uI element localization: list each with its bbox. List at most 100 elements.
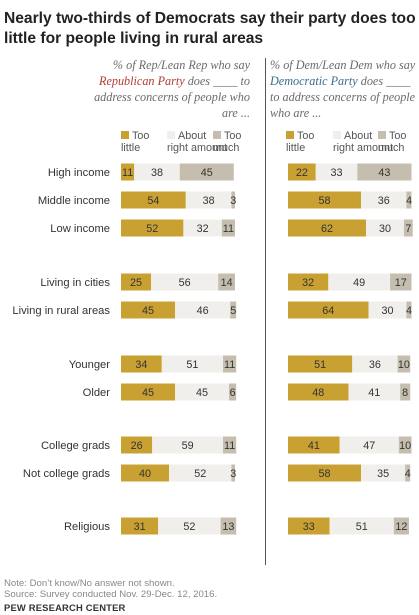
category-label: Living in rural areas bbox=[12, 305, 110, 317]
legend-label: Too much bbox=[213, 130, 242, 154]
category-label: Younger bbox=[69, 359, 111, 371]
data-label: 45 bbox=[201, 167, 213, 179]
bar-segment bbox=[288, 436, 340, 454]
left-panel-subtitle: % of Rep/Lean Rep who say Republican Par… bbox=[90, 57, 250, 121]
data-label: 36 bbox=[369, 359, 381, 371]
data-label: 41 bbox=[368, 387, 380, 399]
legend-about-right-left: About right amount bbox=[167, 130, 229, 154]
legend-swatch-too-much bbox=[378, 131, 386, 139]
bar-segment bbox=[179, 163, 234, 181]
bar-segment bbox=[357, 163, 412, 181]
right-panel-subtitle: % of Dem/Lean Dem who say Democratic Par… bbox=[270, 57, 418, 121]
bar-segment bbox=[288, 273, 329, 291]
data-label: 35 bbox=[377, 468, 389, 480]
bar-segment bbox=[121, 219, 184, 237]
bar-segment bbox=[288, 301, 369, 319]
legend-swatch-too-much bbox=[213, 131, 221, 139]
data-label: 46 bbox=[197, 305, 209, 317]
data-label: 11 bbox=[122, 167, 133, 179]
bar-segment bbox=[328, 273, 391, 291]
footnote: Note: Don’t know/No answer not shown. bbox=[4, 578, 175, 589]
data-label: 11 bbox=[224, 440, 235, 452]
chart-title: Nearly two-thirds of Democrats say their… bbox=[4, 10, 416, 47]
bar-segment bbox=[288, 517, 330, 535]
category-label: Low income bbox=[50, 223, 110, 235]
bar-segment bbox=[158, 517, 221, 535]
legend-about-right-right: About right amount bbox=[333, 130, 395, 154]
data-label: 34 bbox=[135, 359, 147, 371]
legend-label: Too little bbox=[121, 130, 150, 154]
bar-segment bbox=[121, 383, 175, 401]
left-subtitle-end: does ____ to address concerns of people … bbox=[94, 74, 250, 120]
republican-party-label: Republican Party bbox=[99, 74, 185, 88]
data-label: 45 bbox=[142, 387, 154, 399]
data-label: 10 bbox=[399, 440, 411, 452]
bar-segment bbox=[288, 464, 362, 482]
data-label: 13 bbox=[222, 521, 234, 533]
left-subtitle-start: % of Rep/Lean Rep who say bbox=[112, 58, 250, 72]
data-label: 51 bbox=[186, 359, 198, 371]
data-label: 49 bbox=[353, 277, 365, 289]
data-label: 33 bbox=[331, 167, 343, 179]
data-label: 22 bbox=[296, 167, 308, 179]
data-label: 43 bbox=[378, 167, 390, 179]
legend-too-little-left: Too little bbox=[121, 130, 165, 154]
data-label: 26 bbox=[131, 440, 143, 452]
category-label: Middle income bbox=[38, 195, 110, 207]
data-label: 51 bbox=[314, 359, 326, 371]
legend-too-much-left: Too much bbox=[213, 130, 253, 154]
bar-segment bbox=[288, 355, 353, 373]
data-label: 59 bbox=[182, 440, 194, 452]
data-label: 38 bbox=[151, 167, 163, 179]
bar-segment bbox=[161, 355, 223, 373]
data-label: 36 bbox=[378, 195, 390, 207]
data-label: 3 bbox=[230, 195, 236, 207]
bar-segment bbox=[339, 436, 399, 454]
democratic-party-label: Democratic Party bbox=[270, 74, 358, 88]
bar-segment bbox=[152, 436, 223, 454]
legend-too-little-right: Too little bbox=[286, 130, 330, 154]
bar-segment bbox=[361, 464, 406, 482]
bar-segment bbox=[185, 191, 232, 209]
data-label: 25 bbox=[130, 277, 142, 289]
data-label: 4 bbox=[406, 195, 412, 207]
bar-segment bbox=[390, 273, 412, 291]
bar-segment bbox=[231, 464, 235, 482]
bar-segment bbox=[223, 436, 237, 454]
data-label: 58 bbox=[319, 468, 331, 480]
bar-segment bbox=[121, 191, 186, 209]
data-label: 12 bbox=[395, 521, 407, 533]
bar-segment bbox=[403, 219, 413, 237]
bar-segment bbox=[121, 273, 151, 291]
legend-swatch-too-little bbox=[286, 131, 294, 139]
bar-segment bbox=[218, 273, 235, 291]
bar-segment bbox=[121, 517, 159, 535]
bar-segment bbox=[352, 355, 398, 373]
bar-segment bbox=[406, 301, 412, 319]
category-label: Living in cities bbox=[40, 277, 110, 289]
data-label: 52 bbox=[194, 468, 206, 480]
data-label: 52 bbox=[183, 521, 195, 533]
data-label: 10 bbox=[398, 359, 410, 371]
bar-segment bbox=[315, 163, 358, 181]
data-label: 33 bbox=[303, 521, 315, 533]
bar-segment bbox=[397, 355, 411, 373]
data-label: 14 bbox=[221, 277, 233, 289]
category-label: Religious bbox=[64, 521, 110, 533]
data-label: 40 bbox=[139, 468, 151, 480]
bar-segment bbox=[121, 436, 153, 454]
bar-segment bbox=[398, 436, 412, 454]
bar-segment bbox=[361, 191, 407, 209]
bar-segment bbox=[288, 383, 349, 401]
data-label: 62 bbox=[321, 223, 333, 235]
data-label: 32 bbox=[197, 223, 209, 235]
bar-segment bbox=[223, 355, 237, 373]
data-label: 38 bbox=[203, 195, 215, 207]
data-label: 45 bbox=[196, 387, 208, 399]
data-label: 64 bbox=[322, 305, 334, 317]
data-label: 47 bbox=[363, 440, 375, 452]
legend-label: Too much bbox=[378, 130, 407, 154]
data-label: 30 bbox=[382, 305, 394, 317]
bar-segment bbox=[121, 163, 135, 181]
